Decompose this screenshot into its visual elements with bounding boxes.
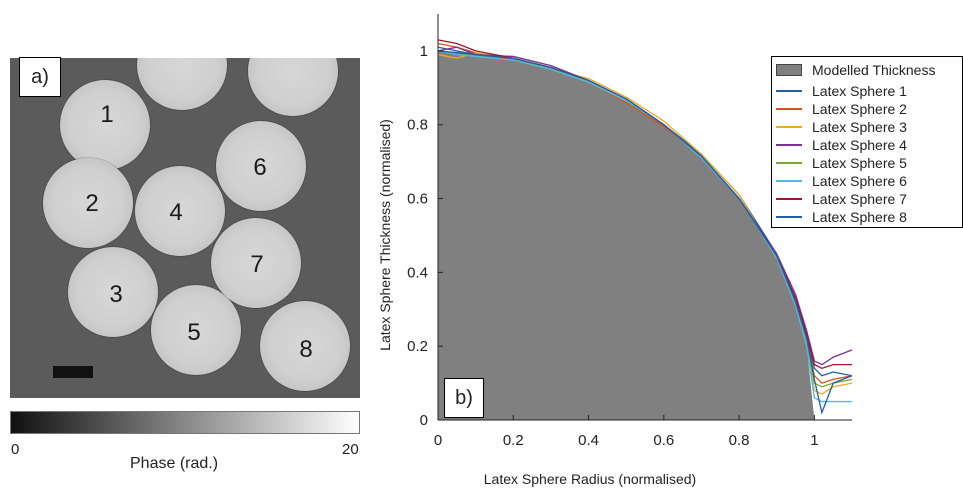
series-line-6 — [437, 50, 852, 403]
legend-label: Modelled Thickness — [812, 61, 936, 78]
legend-swatch — [776, 143, 802, 146]
y-tick-label: 0.8 — [407, 117, 428, 134]
legend-label: Latex Sphere 3 — [812, 118, 907, 135]
legend-label: Latex Sphere 4 — [812, 136, 907, 153]
legend-swatch — [776, 179, 802, 182]
latex-sphere — [151, 285, 241, 375]
legend-swatch — [776, 161, 802, 164]
latex-sphere — [135, 166, 225, 256]
legend-item: Latex Sphere 2 — [776, 99, 907, 118]
phase-colorbar — [10, 411, 360, 434]
modelled-thickness-area — [438, 50, 815, 421]
series-line-8 — [437, 50, 853, 415]
legend-label: Latex Sphere 1 — [812, 82, 907, 99]
x-tick-label: 0.4 — [578, 432, 599, 449]
sphere-label: 4 — [169, 199, 183, 226]
plot-area — [437, 39, 853, 421]
legend-swatch — [776, 125, 802, 128]
y-axis-title: Latex Sphere Thickness (normalised) — [377, 119, 393, 351]
legend-item: Latex Sphere 5 — [776, 153, 907, 172]
sphere-label: 6 — [253, 154, 267, 181]
latex-sphere — [211, 218, 301, 308]
legend-label: Latex Sphere 6 — [812, 172, 907, 189]
sphere-label: 3 — [109, 281, 123, 308]
legend-swatch — [776, 215, 802, 218]
panel-b-label: b) — [444, 378, 484, 418]
legend-item: Latex Sphere 3 — [776, 117, 907, 136]
latex-sphere — [43, 158, 133, 248]
sphere-label: 7 — [250, 251, 264, 278]
y-tick-label: 0.6 — [407, 191, 428, 208]
x-tick-label: 0.6 — [653, 432, 674, 449]
legend-item: Latex Sphere 8 — [776, 207, 907, 226]
legend-item: Latex Sphere 6 — [776, 171, 907, 190]
colorbar-label: Phase (rad.) — [130, 455, 219, 472]
legend-item-modelled: Modelled Thickness — [776, 60, 935, 79]
legend-swatch — [776, 107, 802, 110]
sphere-label: 5 — [187, 319, 201, 346]
legend-item: Latex Sphere 1 — [776, 81, 907, 100]
x-tick-label: 0.2 — [503, 432, 524, 449]
scale-bar — [53, 366, 93, 378]
legend-label: Latex Sphere 7 — [812, 190, 907, 207]
legend-label: Latex Sphere 2 — [812, 100, 907, 117]
x-axis-title: Latex Sphere Radius (normalised) — [484, 471, 696, 487]
legend-item: Latex Sphere 7 — [776, 189, 907, 208]
y-tick-label: 0.2 — [407, 338, 428, 355]
chart-legend: Modelled Thickness Latex Sphere 1 Latex … — [771, 56, 963, 228]
y-tick-label: 1 — [420, 43, 428, 60]
sphere-label: 8 — [299, 336, 313, 363]
legend-label: Latex Sphere 8 — [812, 208, 907, 225]
x-tick-label: 0.8 — [729, 432, 750, 449]
legend-swatch-modelled — [776, 63, 802, 76]
y-tick-label: 0 — [420, 412, 428, 429]
colorbar-max-label: 20 — [342, 441, 359, 458]
phase-image: 1 2 3 4 5 6 7 8 — [10, 58, 360, 398]
latex-sphere — [68, 247, 158, 337]
colorbar-min-label: 0 — [11, 441, 20, 458]
x-tick-label: 0 — [434, 432, 442, 449]
panel-a-label: a) — [19, 57, 61, 97]
sphere-label: 2 — [85, 190, 99, 217]
latex-sphere — [260, 301, 350, 391]
sphere-label: 1 — [100, 101, 114, 128]
y-tick-label: 0.4 — [407, 264, 428, 281]
legend-label: Latex Sphere 5 — [812, 154, 907, 171]
legend-item: Latex Sphere 4 — [776, 135, 907, 154]
legend-swatch — [776, 197, 802, 200]
latex-sphere — [60, 80, 150, 170]
legend-swatch — [776, 89, 802, 92]
x-tick-label: 1 — [810, 432, 818, 449]
latex-sphere — [216, 121, 306, 211]
ticks-group: 0 0.2 0.4 0.6 0.8 1 0 0.2 0.4 0.6 0.8 1 — [407, 43, 818, 449]
